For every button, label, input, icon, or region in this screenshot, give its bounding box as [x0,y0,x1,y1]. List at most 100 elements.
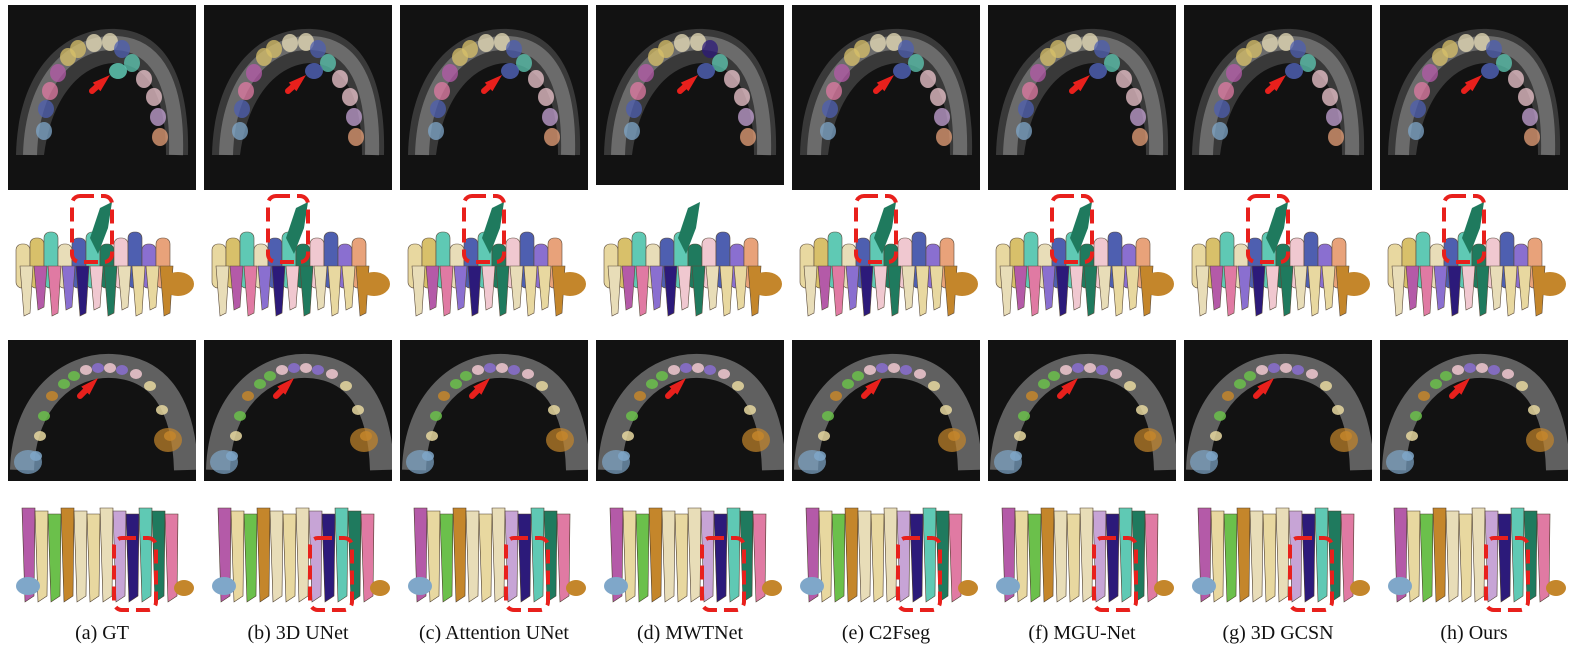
highlight-box [700,536,746,612]
lower-3d-graphic [800,507,978,612]
upper-3d-model [204,188,392,328]
lower-ct-graphic [1382,353,1568,474]
lower-ct-graphic [794,353,980,474]
upper-3d-graphic [211,194,390,317]
upper-ct-slice [1380,5,1568,190]
upper-3d-model [1380,188,1568,328]
red-arrow [873,75,894,94]
upper-3d-model [792,188,980,328]
red-arrow [1057,378,1078,399]
red-arrow [861,378,882,399]
highlight-box [1442,194,1486,264]
lower-3d-model [8,496,196,620]
upper-3d-graphic [995,194,1174,317]
caption: (c) Attention UNet [419,622,569,644]
lower-ct-graphic [402,353,588,474]
highlight-box [504,536,550,612]
column-mwtnet: (d) MWTNet [596,0,784,663]
lower-ct-graphic [10,353,196,474]
upper-3d-graphic [603,202,782,317]
upper-ct-graphic [800,28,973,156]
highlight-box [1484,536,1530,612]
upper-ct-slice [792,5,980,190]
lower-ct-graphic [598,353,784,474]
lower-3d-model [988,496,1176,620]
column-ours: (h) Ours [1380,0,1568,663]
lower-ct-graphic [206,353,392,474]
column-mgu-net: (f) MGU-Net [988,0,1176,663]
red-arrow [285,75,306,94]
lower-ct-slice [988,340,1176,481]
upper-ct-graphic [408,28,581,156]
highlight-box [112,536,158,612]
red-arrow [273,378,294,399]
upper-ct-graphic [604,28,777,156]
upper-ct-graphic [1192,28,1365,156]
upper-ct-graphic [212,28,385,156]
highlight-box [854,194,898,264]
lower-3d-graphic [1192,507,1370,612]
upper-3d-model [400,188,588,328]
column-gt: (a) GT [8,0,196,663]
upper-ct-graphic [996,28,1169,156]
lower-3d-graphic [16,507,194,612]
red-arrow [1449,378,1470,399]
lower-ct-slice [8,340,196,481]
upper-ct-slice [596,5,784,185]
upper-3d-graphic [1191,194,1370,317]
highlight-box [70,194,114,264]
lower-ct-slice [1184,340,1372,481]
lower-3d-model [204,496,392,620]
caption: (g) 3D GCSN [1222,622,1334,644]
lower-3d-graphic [996,507,1174,612]
lower-3d-model [400,496,588,620]
lower-ct-graphic [990,353,1176,474]
column-c2fseg: (e) C2Fseg [792,0,980,663]
upper-ct-slice [204,5,392,190]
lower-3d-model [596,496,784,620]
upper-3d-model [596,188,784,328]
upper-ct-slice [1184,5,1372,190]
red-arrow [1069,75,1090,94]
caption: (e) C2Fseg [841,622,931,644]
lower-ct-slice [792,340,980,481]
red-arrow [677,75,698,94]
lower-3d-model [1184,496,1372,620]
highlight-box [1050,194,1094,264]
upper-3d-graphic [407,194,586,317]
upper-3d-graphic [1387,194,1566,317]
upper-3d-model [1184,188,1372,328]
red-arrow [1253,378,1274,399]
lower-ct-slice [596,340,784,481]
caption: (f) MGU-Net [1028,622,1136,644]
column-3d-gcsn: (g) 3D GCSN [1184,0,1372,663]
upper-ct-slice [988,5,1176,190]
lower-3d-model [792,496,980,620]
lower-ct-slice [204,340,392,481]
upper-ct-slice [8,5,196,190]
lower-3d-graphic [1388,507,1566,612]
lower-3d-model [1380,496,1568,620]
upper-3d-graphic [15,194,194,317]
lower-ct-graphic [1186,353,1372,474]
upper-ct-slice [400,5,588,190]
lower-3d-graphic [408,507,586,612]
lower-ct-slice [1380,340,1568,481]
caption: (a) GT [75,622,129,644]
red-arrow [77,378,98,399]
red-arrow [469,378,490,399]
upper-ct-graphic [1388,28,1561,156]
highlight-box [896,536,942,612]
upper-ct-graphic [16,28,189,156]
highlight-box [308,536,354,612]
column-3d-unet: (b) 3D UNet [204,0,392,663]
red-arrow [481,75,502,94]
highlight-box [266,194,310,264]
upper-3d-graphic [799,194,978,317]
caption: (b) 3D UNet [247,622,349,644]
caption: (h) Ours [1440,622,1508,644]
red-arrow [89,75,110,94]
caption: (d) MWTNet [636,622,744,644]
red-arrow [1461,75,1482,94]
